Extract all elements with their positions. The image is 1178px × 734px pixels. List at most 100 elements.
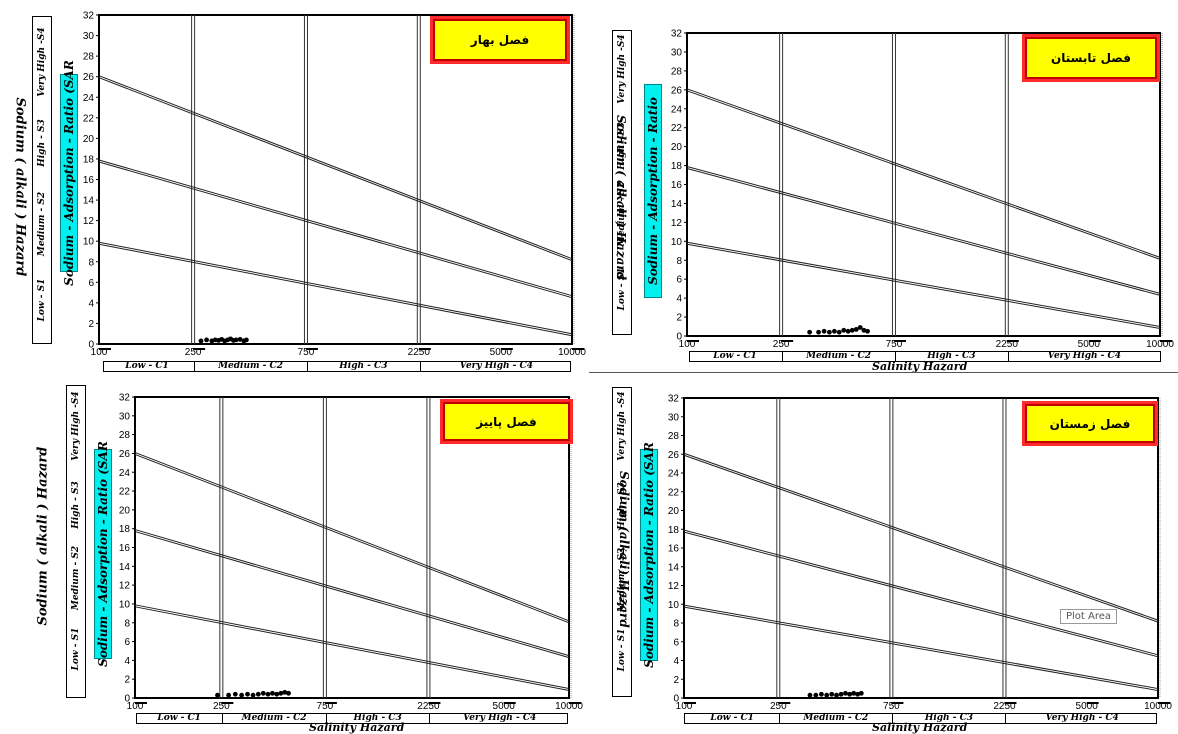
y-tick-label: 32 bbox=[83, 11, 95, 22]
x-tick-label: 5000 bbox=[1078, 339, 1101, 350]
data-point bbox=[849, 327, 855, 333]
sar-label-box: Sodium - Adsorption - Ratio (SAR bbox=[640, 442, 658, 668]
c-class-separator bbox=[222, 714, 224, 723]
y-tick-label: 30 bbox=[668, 412, 680, 423]
y-tick-label: 28 bbox=[119, 430, 131, 441]
y-tick-label: 0 bbox=[673, 694, 679, 705]
y-tick-label: 10 bbox=[668, 600, 680, 611]
c-class-label: Medium - C2 bbox=[806, 351, 871, 361]
y-tick-label: 14 bbox=[119, 562, 131, 573]
hazard-line bbox=[683, 531, 1159, 658]
y-tick-label: 16 bbox=[119, 543, 131, 554]
y-tick-label: 26 bbox=[671, 85, 683, 96]
sar-label-box: Sodium - Adsorption - Ratio bbox=[644, 84, 662, 298]
hazard-line bbox=[686, 241, 1161, 327]
x-tick-label: 250 bbox=[213, 701, 230, 712]
hazard-line bbox=[683, 604, 1159, 690]
x-tick-label: 250 bbox=[185, 347, 202, 358]
c-class-label: Very High - C4 bbox=[463, 713, 537, 723]
x-tick-label: 250 bbox=[773, 339, 790, 350]
data-point bbox=[265, 691, 271, 697]
y-tick-label: 24 bbox=[83, 93, 95, 104]
c-class-label: Medium - C2 bbox=[803, 713, 869, 723]
x-axis-title: Salinity Hazard bbox=[309, 721, 405, 734]
data-point bbox=[819, 691, 824, 697]
hazard-line bbox=[134, 451, 570, 622]
c-class-separator bbox=[325, 714, 327, 723]
data-point bbox=[270, 690, 275, 696]
y-tick-label: 16 bbox=[668, 544, 680, 555]
y-tick-label: 28 bbox=[671, 66, 683, 77]
y-tick-label: 2 bbox=[124, 675, 130, 686]
y-tick-label: 14 bbox=[671, 199, 683, 210]
c-class-box: Low - C1 Medium - C2 High - C3 Very High - … bbox=[136, 713, 568, 724]
plot-area-tooltip: Plot Area bbox=[1060, 609, 1118, 624]
x-tick-label: 100 bbox=[676, 701, 693, 712]
hazard-line bbox=[134, 604, 570, 690]
y-tick-label: 12 bbox=[119, 581, 131, 592]
hazard-line bbox=[683, 454, 1159, 623]
x-tick-label: 10000 bbox=[558, 347, 586, 358]
c-class-label: Medium - C2 bbox=[241, 713, 307, 723]
data-point bbox=[841, 327, 847, 333]
hazard-line bbox=[98, 77, 573, 262]
data-point bbox=[237, 336, 243, 342]
x-tick-label: 250 bbox=[770, 701, 787, 712]
c-class-box: Low - C1 Medium - C2 High - C3 Very High - … bbox=[689, 351, 1161, 362]
y-tick-label: 10 bbox=[671, 237, 683, 248]
y-tick-label: 18 bbox=[668, 525, 680, 536]
y-tick-label: 18 bbox=[83, 154, 95, 165]
chart-panel-winter: Low - S1 Medium - S2 High - S3 Very High… bbox=[589, 373, 1178, 734]
data-point bbox=[813, 692, 819, 698]
s-class-box: Low - S1 Medium - S2 High - S3 Very High… bbox=[66, 385, 86, 698]
y-tick-label: 0 bbox=[676, 332, 682, 343]
data-point bbox=[233, 337, 239, 343]
data-point bbox=[807, 329, 813, 335]
data-point bbox=[282, 689, 288, 695]
hazard-line bbox=[683, 452, 1159, 621]
y-tick-label: 2 bbox=[673, 675, 679, 686]
y-tick-label: 26 bbox=[83, 72, 95, 83]
chart-title-box: فصل زمستان bbox=[1022, 401, 1158, 446]
data-point bbox=[255, 691, 261, 697]
y-tick-label: 32 bbox=[119, 393, 131, 404]
y-tick-label: 30 bbox=[83, 31, 95, 42]
plot-area bbox=[686, 32, 1161, 337]
y-tick-label: 4 bbox=[676, 294, 682, 305]
data-point bbox=[816, 329, 821, 335]
data-point bbox=[278, 690, 284, 696]
plot-area bbox=[134, 396, 570, 699]
hazard-line bbox=[98, 161, 573, 299]
y-tick-label: 28 bbox=[83, 52, 95, 63]
data-point bbox=[807, 692, 813, 698]
c-class-separator bbox=[306, 362, 308, 371]
chart-title-box: فصل بهار bbox=[430, 16, 570, 64]
y-tick-label: 20 bbox=[119, 505, 131, 516]
hazard-line bbox=[98, 243, 573, 337]
x-tick-label: 5000 bbox=[490, 347, 513, 358]
s-class-box: Low - S1 Medium - S2 High - S3 Very High… bbox=[612, 387, 632, 697]
x-tick-label: 100 bbox=[91, 347, 108, 358]
x-tick-label: 100 bbox=[679, 339, 696, 350]
y-tick-label: 22 bbox=[83, 113, 95, 124]
data-point bbox=[824, 692, 830, 698]
y-tick-label: 22 bbox=[668, 487, 680, 498]
x-tick-label: 10000 bbox=[555, 701, 583, 712]
hazard-line bbox=[98, 241, 573, 335]
y-tick-label: 6 bbox=[676, 275, 682, 286]
y-tick-label: 4 bbox=[673, 656, 679, 667]
data-point bbox=[239, 692, 245, 698]
x-tick-label: 10000 bbox=[1144, 701, 1172, 712]
y-tick-label: 26 bbox=[119, 449, 131, 460]
y-tick-label: 12 bbox=[83, 216, 95, 227]
y-tick-label: 4 bbox=[124, 656, 130, 667]
hazard-line bbox=[683, 529, 1159, 656]
chart-panel-autumn: Sodium ( alkali ) Hazard Low - S1 Medium… bbox=[0, 373, 589, 734]
chart-title: فصل پاییز bbox=[443, 402, 570, 441]
sar-label-box: Sodium - Adsorption - Ratio (SAR bbox=[94, 441, 112, 667]
y-tick-label: 24 bbox=[668, 469, 680, 480]
x-tick-label: 750 bbox=[298, 347, 315, 358]
hazard-line bbox=[134, 606, 570, 692]
